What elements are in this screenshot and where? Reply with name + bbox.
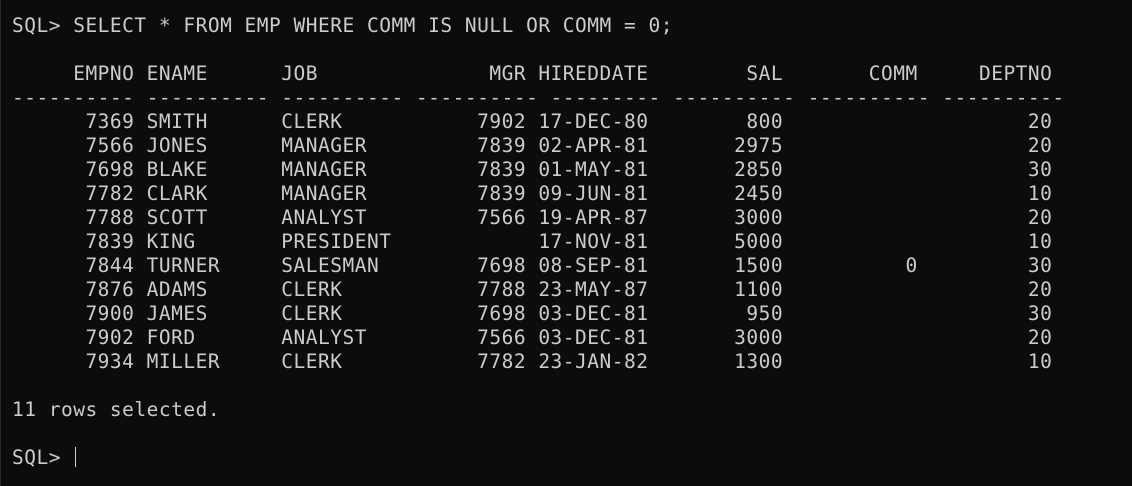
table-row: 7844 TURNER SALESMAN 7698 08-SEP-81 1500… bbox=[12, 254, 1053, 277]
table-row: 7782 CLARK MANAGER 7839 09-JUN-81 2450 1… bbox=[12, 182, 1053, 205]
rows-selected-status: 11 rows selected. bbox=[12, 398, 221, 421]
sql-prompt: SQL> bbox=[12, 446, 74, 469]
table-row: 7369 SMITH CLERK 7902 17-DEC-80 800 20 bbox=[12, 110, 1053, 133]
table-row: 7876 ADAMS CLERK 7788 23-MAY-87 1100 20 bbox=[12, 278, 1053, 301]
blank-line bbox=[12, 38, 1132, 62]
table-row: 7698 BLAKE MANAGER 7839 01-MAY-81 2850 3… bbox=[12, 158, 1053, 181]
table-row: 7788 SCOTT ANALYST 7566 19-APR-87 3000 2… bbox=[12, 206, 1053, 229]
result-header: EMPNO ENAME JOB MGR HIREDDATE SAL COMM D… bbox=[12, 62, 1053, 85]
table-row: 7934 MILLER CLERK 7782 23-JAN-82 1300 10 bbox=[12, 350, 1053, 373]
result-separator: ---------- ---------- ---------- -------… bbox=[12, 86, 1065, 109]
table-row: 7900 JAMES CLERK 7698 03-DEC-81 950 30 bbox=[12, 302, 1053, 325]
table-row: 7839 KING PRESIDENT 17-NOV-81 5000 10 bbox=[12, 230, 1053, 253]
blank-line bbox=[12, 422, 1132, 446]
blank-line bbox=[12, 374, 1132, 398]
text-cursor[interactable] bbox=[75, 447, 77, 467]
table-row: 7566 JONES MANAGER 7839 02-APR-81 2975 2… bbox=[12, 134, 1053, 157]
prompt-line[interactable]: SQL> bbox=[12, 446, 1132, 470]
sql-command-line: SQL> SELECT * FROM EMP WHERE COMM IS NUL… bbox=[12, 14, 673, 37]
table-row: 7902 FORD ANALYST 7566 03-DEC-81 3000 20 bbox=[12, 326, 1053, 349]
